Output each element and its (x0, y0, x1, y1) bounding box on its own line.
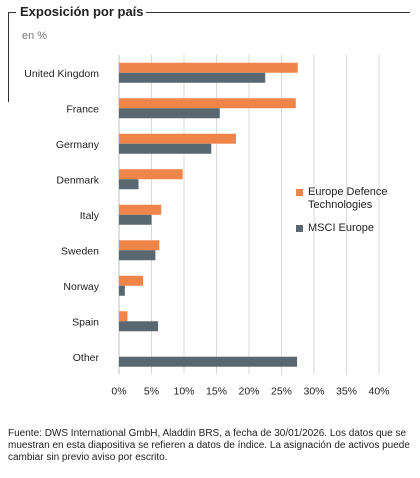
bar-msci-europe (119, 285, 125, 296)
bar-europe-defence (119, 133, 236, 144)
title-bar: Exposición por país (8, 4, 410, 22)
bar-europe-defence (119, 62, 298, 73)
source-note: Fuente: DWS International GmbH, Aladdin … (8, 428, 410, 463)
x-tick-label: 20% (238, 386, 259, 398)
x-tick-label: 30% (303, 386, 324, 398)
category-label: Denmark (56, 174, 99, 186)
legend-item-msci-europe: MSCI Europe (296, 222, 416, 235)
bar-msci-europe (119, 108, 220, 119)
category-label: Germany (56, 139, 100, 151)
bar-chart: 0% 5% 10% 15% 20% 25% 30% 35% 40% United Kingdom F… (24, 55, 390, 398)
bar-europe-defence (119, 275, 144, 286)
bar-msci-europe (119, 72, 266, 83)
legend-swatch-europe-defence (296, 189, 303, 196)
category-label: Sweden (61, 245, 99, 257)
bar-europe-defence (119, 169, 183, 180)
bar-europe-defence (119, 311, 128, 322)
category-label: United Kingdom (24, 68, 99, 80)
x-tick-label: 5% (144, 386, 159, 398)
legend-swatch-msci-europe (296, 225, 303, 232)
bar-europe-defence (119, 240, 160, 251)
x-tick-label: 40% (368, 386, 389, 398)
legend-label-msci-europe: MSCI Europe (308, 222, 375, 234)
chart-subtitle: en % (22, 30, 48, 42)
bar-msci-europe (119, 250, 156, 261)
title-tick (8, 12, 16, 13)
bar-msci-europe (119, 179, 139, 190)
x-tick-label: 35% (336, 386, 357, 398)
category-label: Other (73, 352, 100, 364)
bar-europe-defence (119, 204, 162, 215)
bar-msci-europe (119, 321, 158, 332)
x-tick-label: 25% (271, 386, 292, 398)
left-rule (8, 12, 9, 102)
bar-msci-europe (119, 214, 152, 225)
bar-europe-defence (119, 98, 296, 109)
chart-title: Exposición por país (20, 4, 150, 20)
category-label: Spain (72, 316, 99, 328)
bar-msci-europe (119, 143, 212, 154)
category-label: Italy (80, 210, 100, 222)
x-tick-label: 0% (111, 386, 126, 398)
legend-item-europe-defence: Europe Defence Technologies (296, 186, 416, 212)
legend: Europe Defence Technologies MSCI Europe (296, 186, 416, 245)
title-rule (146, 12, 410, 13)
legend-label-europe-defence: Europe Defence Technologies (308, 186, 388, 211)
category-label: Norway (63, 281, 99, 293)
bar-msci-europe (119, 356, 298, 367)
x-tick-label: 10% (173, 386, 194, 398)
x-tick-label: 15% (206, 386, 227, 398)
category-label: France (66, 103, 99, 115)
